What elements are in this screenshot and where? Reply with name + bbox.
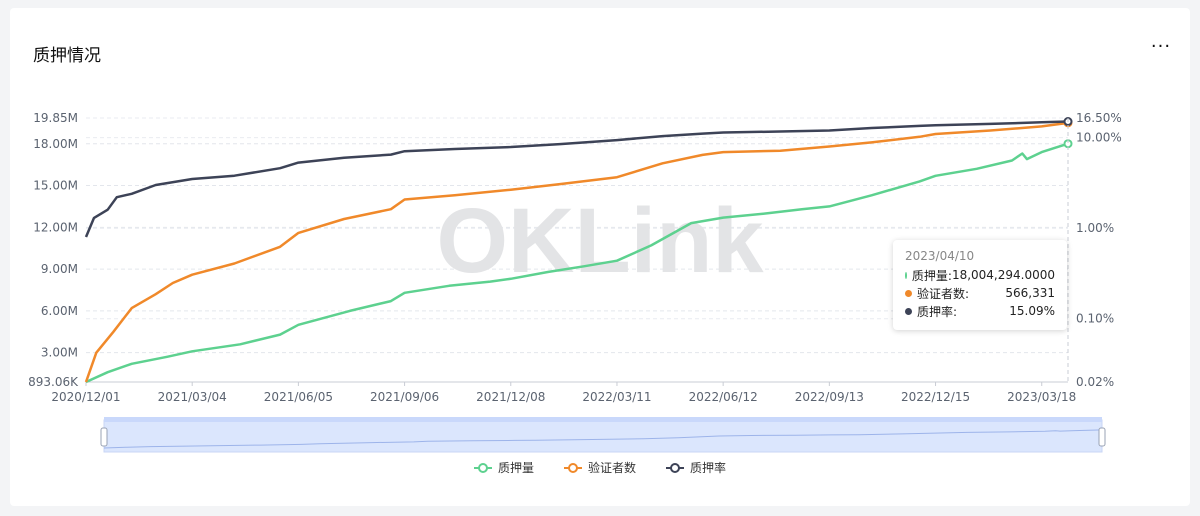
- legend-item-staked[interactable]: 质押量: [473, 459, 534, 476]
- watermark: OKLink: [436, 190, 764, 292]
- legend-label: 验证者数: [587, 461, 636, 475]
- series-line-2[interactable]: [84, 120, 1069, 238]
- tooltip-name: 质押率:: [917, 304, 958, 319]
- y-right-tick-label: 1.00%: [1076, 221, 1114, 235]
- grid-lines: [86, 117, 1068, 383]
- navigator-handle-left[interactable]: [100, 427, 108, 447]
- legend-marker-icon: [473, 462, 492, 473]
- x-tick-label: 2023/03/18: [1007, 390, 1076, 404]
- legend-item-validators[interactable]: 验证者数: [563, 459, 636, 476]
- series-line-1[interactable]: [84, 121, 1069, 383]
- tooltip-name: 质押量:: [911, 268, 952, 283]
- navigator-series-line: [103, 429, 1103, 449]
- x-tick-label: 2022/03/11: [582, 390, 651, 404]
- y-left-tick-label: 18.00M: [33, 137, 78, 151]
- x-tick-label: 2021/03/04: [158, 390, 227, 404]
- x-tick-label: 2022/06/12: [689, 390, 758, 404]
- x-tick-label: 2021/12/08: [476, 390, 545, 404]
- x-tick-label: 2021/09/06: [370, 390, 439, 404]
- x-tick-label: 2020/12/01: [51, 390, 120, 404]
- series-line-0[interactable]: [85, 142, 1069, 384]
- y-right-tick-label: 16.50%: [1076, 111, 1122, 125]
- tooltip-row-validators: 验证者数: 566,331: [905, 284, 1055, 302]
- more-options-icon[interactable]: ···: [1150, 36, 1172, 57]
- tooltip-value: 566,331: [1005, 286, 1055, 300]
- legend-label: 质押量: [497, 461, 534, 475]
- tooltip-row-rate: 质押率: 15.09%: [905, 302, 1055, 320]
- navigator-handle-right[interactable]: [1098, 427, 1106, 447]
- y-right-tick-label: 0.10%: [1076, 312, 1114, 326]
- y-left-tick-label: 15.00M: [33, 179, 78, 193]
- legend-item-rate[interactable]: 质押率: [666, 459, 726, 476]
- tooltip-row-staked: 质押量: 18,004,294.0000: [905, 266, 1055, 284]
- y-right-tick-label: 0.02%: [1076, 375, 1114, 389]
- tooltip-date: 2023/04/10: [905, 249, 975, 263]
- y-left-tick-label: 19.85M: [33, 111, 78, 125]
- y-left-tick-label: 3.00M: [41, 346, 78, 360]
- y-right-tick-label: 10.00%: [1076, 131, 1122, 145]
- tooltip-value: 15.09%: [1009, 304, 1055, 318]
- y-axis-right: 0.02% 0.10% 1.00% 10.00% 16.50%: [1076, 111, 1122, 389]
- series-lines: [84, 117, 1073, 384]
- chart-legend: 质押量 验证者数 质押率: [0, 459, 1200, 476]
- legend-label: 质押率: [690, 461, 727, 475]
- y-left-tick-label: 6.00M: [41, 304, 78, 318]
- navigator-top-bar[interactable]: [104, 417, 1102, 422]
- x-tick-label: 2022/09/13: [795, 390, 864, 404]
- legend-marker-icon: [666, 462, 684, 473]
- navigator-track[interactable]: [103, 419, 1103, 453]
- y-axis-left: 893.06K 3.00M 6.00M 9.00M 12.00M 15.00M 18.00M…: [28, 111, 79, 389]
- y-left-tick-label: 12.00M: [33, 220, 78, 234]
- tooltip-dot-validators: [905, 289, 912, 297]
- range-navigator: [100, 417, 1106, 453]
- card-title: 质押情况: [33, 46, 101, 66]
- x-axis: 2020/12/01 2021/03/04 2021/06/05 2021/09/06…: [51, 381, 1076, 404]
- tooltip-name: 验证者数:: [917, 286, 970, 301]
- hover-tooltip: 2023/04/10 质押量: 18,004,294.0000 验证者数: 56…: [893, 240, 1067, 330]
- tooltip-dot-staked: [905, 271, 907, 279]
- y-left-tick-label: 893.06K: [28, 375, 79, 389]
- y-left-tick-label: 9.00M: [41, 262, 78, 276]
- tooltip-dot-rate: [905, 307, 912, 315]
- x-tick-label: 2021/06/05: [264, 390, 333, 404]
- x-tick-label: 2022/12/15: [901, 390, 970, 404]
- legend-marker-icon: [563, 462, 582, 473]
- tooltip-value: 18,004,294.0000: [951, 268, 1055, 282]
